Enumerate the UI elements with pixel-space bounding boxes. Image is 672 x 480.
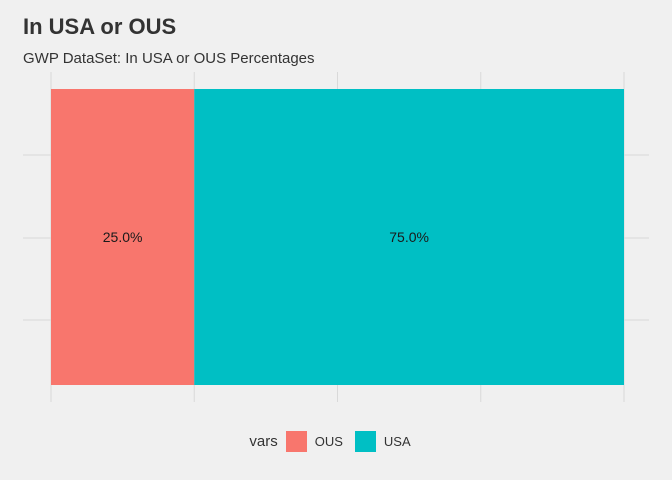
legend: vars OUS USA — [0, 428, 672, 454]
legend-label-ous: OUS — [314, 433, 343, 449]
legend-item-ous: OUS — [285, 430, 343, 452]
legend-item-usa: USA — [354, 430, 411, 452]
legend-key-ous — [285, 430, 307, 452]
data-label-usa: 75.0% — [389, 229, 429, 245]
data-label-ous: 25.0% — [103, 229, 143, 245]
chart-subtitle: GWP DataSet: In USA or OUS Percentages — [23, 50, 315, 67]
legend-key-usa — [354, 430, 376, 452]
bar-segment-ous — [51, 89, 195, 385]
chart-title: In USA or OUS — [23, 14, 177, 39]
legend-label-usa: USA — [383, 433, 411, 449]
bar-segment-usa — [194, 89, 624, 385]
legend-title: vars — [249, 432, 278, 450]
